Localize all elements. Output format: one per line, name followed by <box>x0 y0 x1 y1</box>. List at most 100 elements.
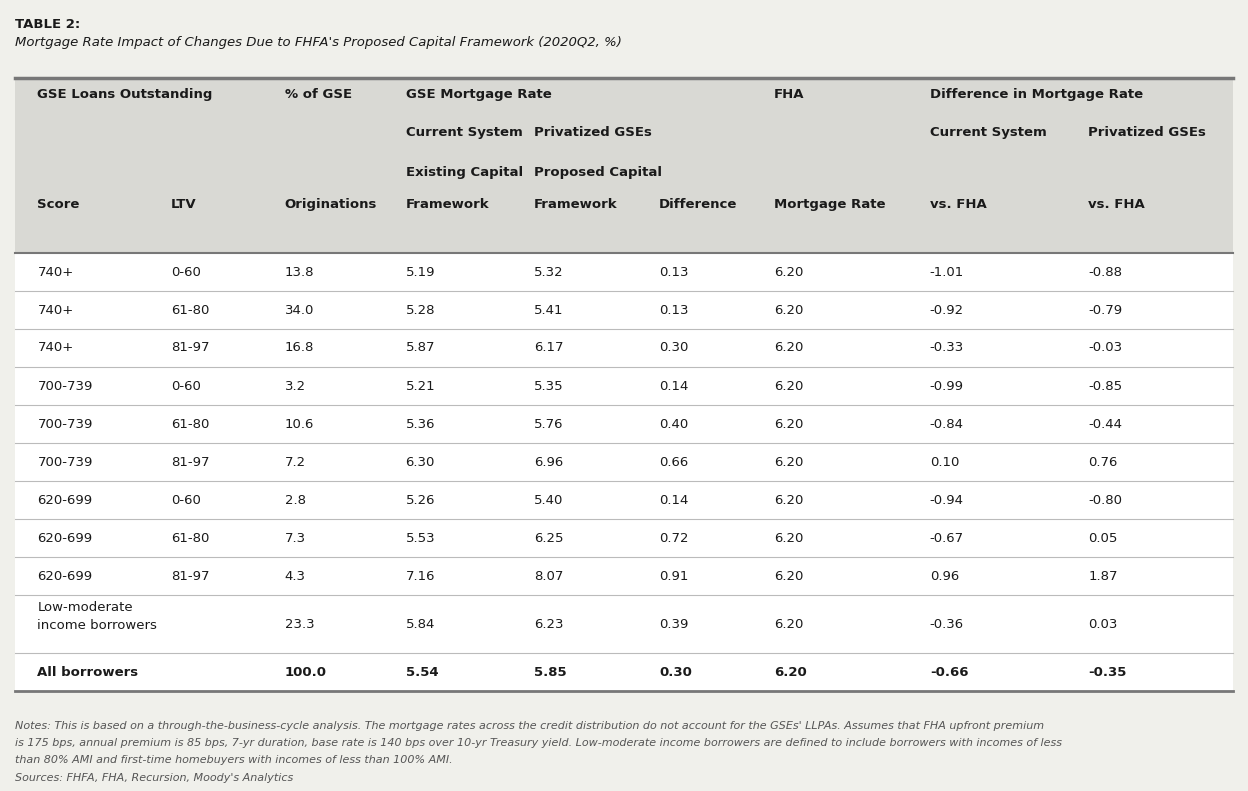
Text: -0.03: -0.03 <box>1088 342 1122 354</box>
Text: than 80% AMI and first-time homebuyers with incomes of less than 100% AMI.: than 80% AMI and first-time homebuyers w… <box>15 755 453 765</box>
Text: Score: Score <box>37 198 80 211</box>
Text: 6.20: 6.20 <box>774 304 804 316</box>
Text: 6.20: 6.20 <box>774 418 804 430</box>
Text: 5.87: 5.87 <box>406 342 436 354</box>
Text: Low-moderate: Low-moderate <box>37 601 134 614</box>
Text: 0.66: 0.66 <box>659 456 688 468</box>
Text: 34.0: 34.0 <box>285 304 314 316</box>
Text: 7.3: 7.3 <box>285 532 306 544</box>
Text: -0.33: -0.33 <box>930 342 963 354</box>
Text: vs. FHA: vs. FHA <box>930 198 986 211</box>
Text: 3.2: 3.2 <box>285 380 306 392</box>
Text: 0.13: 0.13 <box>659 304 689 316</box>
Text: 0-60: 0-60 <box>171 380 201 392</box>
Text: vs. FHA: vs. FHA <box>1088 198 1144 211</box>
Text: 5.40: 5.40 <box>534 494 564 506</box>
Text: Current System: Current System <box>930 126 1047 139</box>
Text: Notes: This is based on a through-the-business-cycle analysis. The mortgage rate: Notes: This is based on a through-the-bu… <box>15 721 1045 731</box>
Text: 23.3: 23.3 <box>285 618 314 630</box>
Text: -0.67: -0.67 <box>930 532 963 544</box>
Text: 6.20: 6.20 <box>774 532 804 544</box>
Text: 5.85: 5.85 <box>534 665 567 679</box>
Text: is 175 bps, annual premium is 85 bps, 7-yr duration, base rate is 140 bps over 1: is 175 bps, annual premium is 85 bps, 7-… <box>15 738 1062 748</box>
Text: 6.20: 6.20 <box>774 342 804 354</box>
Text: 13.8: 13.8 <box>285 266 314 278</box>
Text: 5.53: 5.53 <box>406 532 436 544</box>
Text: 8.07: 8.07 <box>534 570 564 582</box>
Text: Proposed Capital: Proposed Capital <box>534 166 663 179</box>
Text: Framework: Framework <box>534 198 618 211</box>
Text: 81-97: 81-97 <box>171 342 210 354</box>
Text: 6.20: 6.20 <box>774 665 806 679</box>
Text: -0.80: -0.80 <box>1088 494 1122 506</box>
Text: 700-739: 700-739 <box>37 456 92 468</box>
Text: GSE Mortgage Rate: GSE Mortgage Rate <box>406 88 552 101</box>
Text: 740+: 740+ <box>37 304 74 316</box>
Text: 5.26: 5.26 <box>406 494 436 506</box>
Text: 2.8: 2.8 <box>285 494 306 506</box>
Bar <box>15 78 1233 691</box>
Text: 0.13: 0.13 <box>659 266 689 278</box>
Text: 0.30: 0.30 <box>659 342 689 354</box>
Text: 5.32: 5.32 <box>534 266 564 278</box>
Text: Difference: Difference <box>659 198 738 211</box>
Text: -0.36: -0.36 <box>930 618 963 630</box>
Text: 7.2: 7.2 <box>285 456 306 468</box>
Text: LTV: LTV <box>171 198 197 211</box>
Text: 6.20: 6.20 <box>774 494 804 506</box>
Text: -0.88: -0.88 <box>1088 266 1122 278</box>
Text: -1.01: -1.01 <box>930 266 963 278</box>
Text: 6.20: 6.20 <box>774 456 804 468</box>
Text: 81-97: 81-97 <box>171 570 210 582</box>
Text: 0.76: 0.76 <box>1088 456 1118 468</box>
Text: Sources: FHFA, FHA, Recursion, Moody's Analytics: Sources: FHFA, FHA, Recursion, Moody's A… <box>15 773 293 783</box>
Text: 0-60: 0-60 <box>171 494 201 506</box>
Text: 700-739: 700-739 <box>37 380 92 392</box>
Text: % of GSE: % of GSE <box>285 88 352 101</box>
Text: -0.84: -0.84 <box>930 418 963 430</box>
Text: -0.94: -0.94 <box>930 494 963 506</box>
Text: 5.76: 5.76 <box>534 418 564 430</box>
Text: 7.16: 7.16 <box>406 570 436 582</box>
Text: 61-80: 61-80 <box>171 532 210 544</box>
Text: Framework: Framework <box>406 198 489 211</box>
Text: 5.36: 5.36 <box>406 418 436 430</box>
Text: 6.20: 6.20 <box>774 570 804 582</box>
Text: GSE Loans Outstanding: GSE Loans Outstanding <box>37 88 213 101</box>
Text: 6.25: 6.25 <box>534 532 564 544</box>
Text: -0.66: -0.66 <box>930 665 968 679</box>
Text: 0.10: 0.10 <box>930 456 960 468</box>
Text: 0.39: 0.39 <box>659 618 689 630</box>
Text: 0.14: 0.14 <box>659 380 689 392</box>
Text: Privatized GSEs: Privatized GSEs <box>534 126 651 139</box>
Text: -0.79: -0.79 <box>1088 304 1122 316</box>
Text: 6.96: 6.96 <box>534 456 563 468</box>
Text: 5.21: 5.21 <box>406 380 436 392</box>
Text: 0.14: 0.14 <box>659 494 689 506</box>
Text: 6.17: 6.17 <box>534 342 564 354</box>
Text: 0.05: 0.05 <box>1088 532 1118 544</box>
Text: Originations: Originations <box>285 198 377 211</box>
Text: 6.23: 6.23 <box>534 618 564 630</box>
Text: 6.20: 6.20 <box>774 266 804 278</box>
Text: 620-699: 620-699 <box>37 570 92 582</box>
Text: TABLE 2:: TABLE 2: <box>15 18 80 31</box>
Text: 81-97: 81-97 <box>171 456 210 468</box>
Text: 16.8: 16.8 <box>285 342 314 354</box>
Text: 5.41: 5.41 <box>534 304 564 316</box>
Text: 0.30: 0.30 <box>659 665 691 679</box>
Text: FHA: FHA <box>774 88 804 101</box>
Text: 5.28: 5.28 <box>406 304 436 316</box>
Text: -0.85: -0.85 <box>1088 380 1122 392</box>
Text: 6.20: 6.20 <box>774 380 804 392</box>
Bar <box>15 78 1233 253</box>
Text: -0.44: -0.44 <box>1088 418 1122 430</box>
Text: 0.40: 0.40 <box>659 418 688 430</box>
Text: 700-739: 700-739 <box>37 418 92 430</box>
Text: Mortgage Rate: Mortgage Rate <box>774 198 885 211</box>
Text: 0-60: 0-60 <box>171 266 201 278</box>
Text: 5.19: 5.19 <box>406 266 436 278</box>
Text: 61-80: 61-80 <box>171 304 210 316</box>
Text: 740+: 740+ <box>37 342 74 354</box>
Text: 6.30: 6.30 <box>406 456 436 468</box>
